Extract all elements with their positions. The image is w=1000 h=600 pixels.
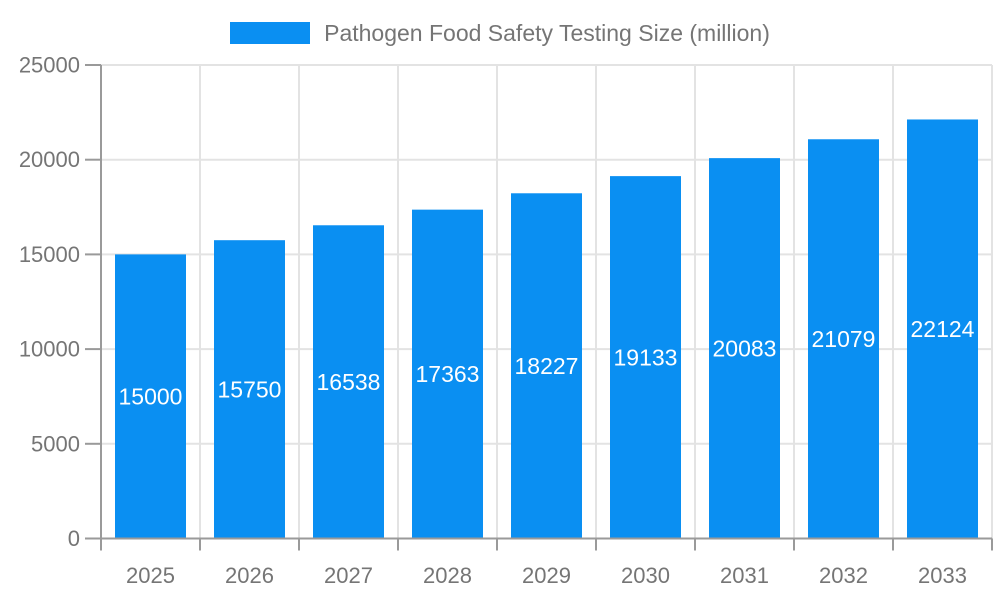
legend-swatch — [230, 22, 311, 44]
bar-2030[interactable] — [610, 176, 681, 539]
legend-label: Pathogen Food Safety Testing Size (milli… — [324, 20, 770, 46]
bar-2032[interactable] — [808, 139, 879, 539]
bar-2033[interactable] — [907, 119, 978, 539]
chart-legend[interactable]: Pathogen Food Safety Testing Size (milli… — [0, 20, 1000, 46]
x-tick-label: 2027 — [324, 563, 373, 588]
bar-value-label: 22124 — [911, 316, 975, 342]
x-tick-label: 2025 — [126, 563, 175, 588]
bar-2027[interactable] — [313, 225, 384, 539]
x-tick-label: 2026 — [225, 563, 274, 588]
x-tick-label: 2032 — [819, 563, 868, 588]
y-tick-label: 0 — [68, 526, 80, 551]
x-tick-label: 2033 — [918, 563, 967, 588]
bar-value-label: 16538 — [317, 369, 381, 395]
y-tick-label: 5000 — [31, 431, 80, 456]
bar-2028[interactable] — [412, 209, 483, 539]
y-tick-label: 15000 — [19, 242, 80, 267]
y-tick-label: 20000 — [19, 147, 80, 172]
bar-value-label: 15750 — [218, 376, 282, 402]
x-tick-label: 2031 — [720, 563, 769, 588]
bar-value-label: 17363 — [416, 361, 480, 387]
bar-value-label: 15000 — [119, 383, 183, 409]
bar-value-label: 19133 — [614, 344, 678, 370]
bar-2026[interactable] — [214, 240, 285, 539]
bar-value-label: 20083 — [713, 335, 777, 361]
bar-value-label: 21079 — [812, 326, 876, 352]
bar-2025[interactable] — [115, 254, 186, 539]
bar-2029[interactable] — [511, 193, 582, 539]
x-tick-label: 2028 — [423, 563, 472, 588]
bar-value-label: 18227 — [515, 353, 579, 379]
x-tick-label: 2030 — [621, 563, 670, 588]
y-tick-label: 25000 — [19, 53, 80, 78]
x-tick-label: 2029 — [522, 563, 571, 588]
y-tick-label: 10000 — [19, 337, 80, 362]
bar-2031[interactable] — [709, 158, 780, 539]
